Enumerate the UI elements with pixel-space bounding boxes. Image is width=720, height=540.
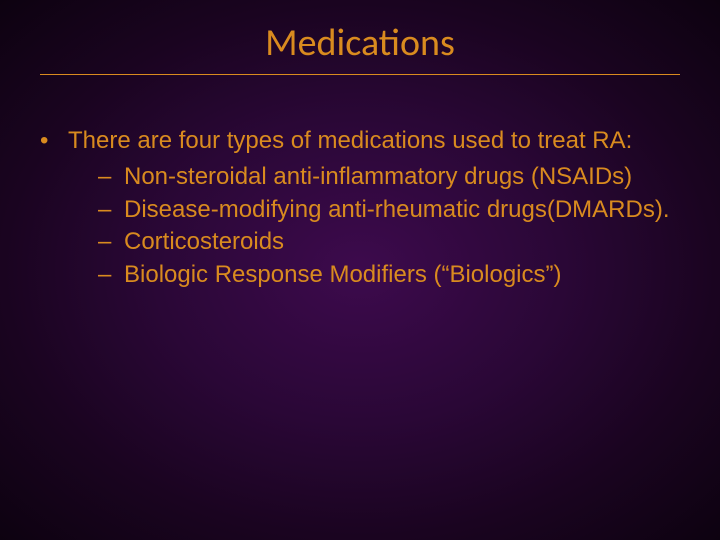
sub-item: – Corticosteroids [98, 226, 680, 258]
slide-body: • There are four types of medications us… [40, 125, 680, 291]
bullet-marker-icon: • [40, 125, 68, 157]
dash-icon: – [98, 161, 124, 193]
sub-item: – Non-steroidal anti-inflammatory drugs … [98, 161, 680, 193]
slide: Medications • There are four types of me… [0, 0, 720, 540]
sub-item-text: Biologic Response Modifiers (“Biologics”… [124, 259, 680, 291]
sub-item-text: Non-steroidal anti-inflammatory drugs (N… [124, 161, 680, 193]
dash-icon: – [98, 194, 124, 226]
dash-icon: – [98, 259, 124, 291]
dash-icon: – [98, 226, 124, 258]
sub-item: – Disease-modifying anti-rheumatic drugs… [98, 194, 680, 226]
title-underline [40, 74, 680, 75]
slide-title: Medications [40, 20, 680, 66]
sub-item-text: Corticosteroids [124, 226, 680, 258]
sub-list: – Non-steroidal anti-inflammatory drugs … [68, 161, 680, 291]
bullet-text: There are four types of medications used… [68, 125, 680, 291]
bullet-item: • There are four types of medications us… [40, 125, 680, 291]
main-bullet-text: There are four types of medications used… [68, 127, 632, 154]
sub-item: – Biologic Response Modifiers (“Biologic… [98, 259, 680, 291]
sub-item-text: Disease-modifying anti-rheumatic drugs(D… [124, 194, 680, 226]
